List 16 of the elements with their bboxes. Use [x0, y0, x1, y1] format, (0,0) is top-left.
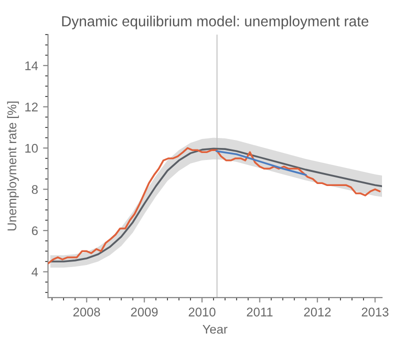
chart-title: Dynamic equilibrium model: unemployment rate	[62, 16, 368, 30]
line-series	[216, 150, 307, 176]
y-tick-label: 6	[32, 226, 38, 236]
y-tick-label: 4	[32, 268, 38, 276]
y-tick-label: 12	[25, 102, 38, 112]
x-tick-label: 2013	[362, 308, 388, 316]
x-tick-label: 2012	[304, 308, 331, 316]
x-axis-title: Year	[202, 324, 228, 334]
x-tick-label: 2011	[246, 308, 273, 316]
y-tick-label: 8	[32, 185, 38, 194]
y-axis-title: Unemployment rate [%]	[7, 102, 19, 230]
y-tick-label: 10	[25, 144, 38, 153]
x-tick-label: 2008	[73, 308, 100, 316]
x-tick-label: 2010	[188, 308, 216, 316]
x-tick-label: 2009	[131, 308, 158, 316]
y-tick-label: 14	[25, 61, 38, 70]
